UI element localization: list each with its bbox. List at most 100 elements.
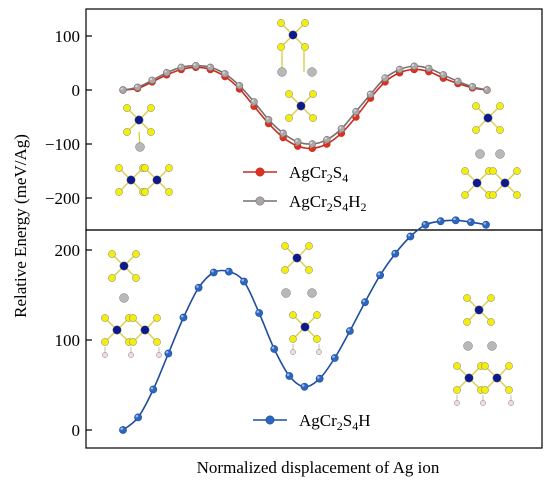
hydrogen-atom bbox=[316, 349, 322, 355]
sulfur-atom bbox=[487, 294, 495, 302]
data-point bbox=[192, 61, 200, 70]
data-point bbox=[206, 63, 215, 72]
chromium-atom bbox=[119, 261, 129, 271]
data-point-highlight bbox=[286, 373, 290, 376]
data-point bbox=[482, 220, 490, 229]
data-point-highlight bbox=[207, 64, 211, 68]
data-point-highlight bbox=[438, 218, 441, 222]
silver-atom bbox=[495, 149, 505, 159]
data-point-highlight bbox=[484, 87, 487, 90]
data-point bbox=[270, 345, 279, 353]
sulfur-atom bbox=[101, 338, 109, 346]
sulfur-atom bbox=[505, 362, 513, 370]
y-tick-label: 100 bbox=[55, 331, 81, 350]
chromium-atom bbox=[474, 305, 484, 315]
data-point-highlight bbox=[295, 139, 298, 142]
data-point-highlight bbox=[309, 141, 313, 144]
y-tick-label: 0 bbox=[72, 81, 81, 100]
y-axis-label: Relative Energy (meV/Ag) bbox=[11, 134, 30, 318]
data-point bbox=[395, 65, 404, 74]
sulfur-atom bbox=[115, 188, 123, 196]
sulfur-atom bbox=[141, 164, 149, 172]
sulfur-atom bbox=[505, 386, 513, 394]
sulfur-atom bbox=[132, 274, 140, 282]
data-point-highlight bbox=[150, 386, 154, 390]
sulfur-atom bbox=[123, 128, 131, 136]
data-point bbox=[148, 76, 156, 84]
chromium-atom bbox=[296, 101, 306, 111]
data-point bbox=[425, 64, 433, 73]
data-point-highlight bbox=[470, 84, 473, 87]
data-point-highlight bbox=[440, 72, 444, 75]
sulfur-atom bbox=[285, 90, 293, 98]
sulfur-atom bbox=[472, 102, 480, 110]
data-point bbox=[337, 125, 346, 133]
sulfur-atom bbox=[513, 167, 521, 175]
data-point bbox=[264, 115, 273, 124]
sulfur-atom bbox=[481, 362, 489, 370]
data-point-highlight bbox=[165, 350, 169, 354]
hydrogen-atom bbox=[102, 352, 108, 358]
data-point-highlight bbox=[211, 269, 214, 273]
legend-swatch-marker bbox=[255, 167, 265, 177]
data-point bbox=[235, 81, 244, 90]
data-point-highlight bbox=[135, 84, 138, 88]
legend-label: AgCr2S4H2 bbox=[289, 192, 367, 214]
data-point bbox=[468, 83, 477, 91]
sulfur-atom bbox=[123, 104, 131, 112]
data-point-highlight bbox=[411, 63, 415, 67]
sulfur-atom bbox=[153, 338, 161, 346]
data-point bbox=[466, 218, 475, 226]
hydrogen-atom bbox=[508, 400, 514, 406]
data-point-highlight bbox=[353, 109, 356, 112]
data-point bbox=[330, 354, 339, 362]
sulfur-atom bbox=[309, 114, 317, 122]
data-point bbox=[454, 77, 462, 86]
data-point bbox=[285, 372, 294, 380]
data-point bbox=[345, 327, 354, 335]
silver-atom bbox=[307, 67, 317, 77]
sulfur-atom bbox=[108, 250, 116, 258]
chromium-atom bbox=[292, 253, 302, 263]
data-point bbox=[149, 385, 158, 394]
data-point bbox=[194, 283, 203, 292]
data-point-highlight bbox=[422, 222, 426, 225]
data-point-highlight bbox=[397, 67, 400, 70]
chromium-atom bbox=[152, 175, 162, 185]
data-point-highlight bbox=[266, 117, 269, 120]
data-point-highlight bbox=[426, 66, 429, 69]
sulfur-atom bbox=[165, 164, 173, 172]
sulfur-atom bbox=[141, 188, 149, 196]
data-point bbox=[381, 74, 389, 82]
sulfur-atom bbox=[309, 90, 317, 98]
legend-swatch-marker bbox=[255, 196, 265, 206]
chromium-atom bbox=[140, 325, 150, 335]
data-point bbox=[250, 98, 258, 106]
data-point-highlight bbox=[453, 217, 456, 221]
data-point bbox=[315, 374, 324, 383]
structure-illustrations bbox=[101, 19, 521, 406]
data-point bbox=[221, 70, 229, 78]
sulfur-atom bbox=[305, 266, 313, 274]
sulfur-atom bbox=[453, 386, 461, 394]
data-point bbox=[483, 86, 491, 94]
x-axis-label: Normalized displacement of Ag ion bbox=[197, 458, 440, 477]
y-tick-label: −200 bbox=[45, 189, 80, 208]
sulfur-atom bbox=[147, 104, 155, 112]
legend-label: AgCr2S4H bbox=[299, 411, 371, 433]
y-tick-label: 200 bbox=[55, 241, 81, 260]
sulfur-atom bbox=[301, 19, 309, 27]
data-point bbox=[294, 138, 302, 146]
sulfur-atom bbox=[132, 250, 140, 258]
data-point bbox=[255, 309, 264, 317]
sulfur-atom bbox=[277, 43, 285, 51]
data-point bbox=[119, 426, 127, 434]
data-point bbox=[391, 249, 400, 258]
hydrogen-atom bbox=[290, 349, 296, 355]
y-tick-label: 0 bbox=[72, 421, 81, 440]
data-point bbox=[410, 62, 418, 70]
bottom-y-ticks: 0 100 200 bbox=[55, 241, 92, 440]
data-point-highlight bbox=[392, 251, 396, 254]
legend-label: AgCr2S4 bbox=[289, 163, 348, 185]
hydrogen-atom bbox=[454, 400, 460, 406]
